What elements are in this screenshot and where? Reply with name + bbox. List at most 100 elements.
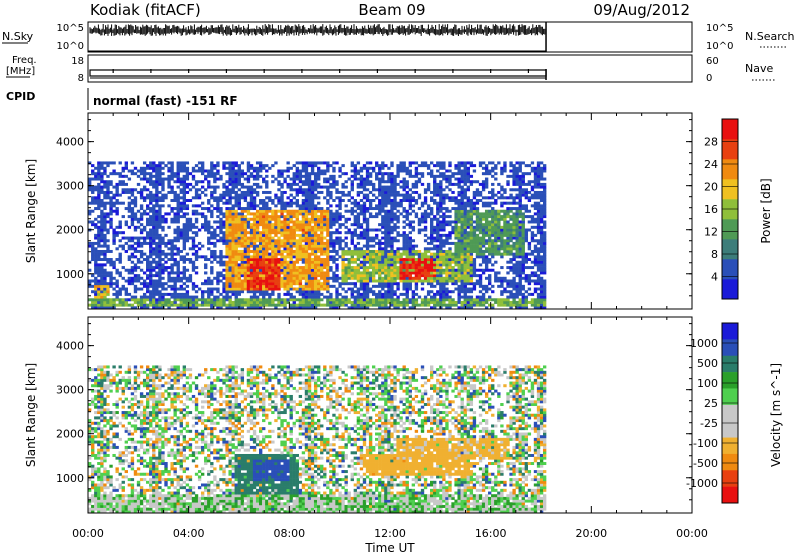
heatmap-cell — [183, 237, 186, 240]
heatmap-cell — [357, 293, 360, 296]
heatmap-cell — [235, 172, 238, 175]
heatmap-cell — [143, 212, 146, 215]
heatmap-cell — [424, 261, 427, 264]
heatmap-cell — [442, 298, 445, 301]
heatmap-cell — [320, 298, 323, 301]
heatmap-cell — [250, 258, 253, 261]
heatmap-cell — [207, 223, 210, 226]
heatmap-cell — [131, 296, 134, 299]
heatmap-cell — [219, 237, 222, 240]
heatmap-cell — [235, 239, 238, 242]
heatmap-cell — [293, 296, 296, 299]
heatmap-cell — [137, 239, 140, 242]
heatmap-cell — [225, 245, 228, 248]
heatmap-cell — [192, 245, 195, 248]
heatmap-cell — [311, 237, 314, 240]
heatmap-cell — [247, 279, 250, 282]
heatmap-cell — [454, 245, 457, 248]
heatmap-cell — [158, 178, 161, 181]
heatmap-cell — [442, 250, 445, 253]
heatmap-cell — [94, 301, 97, 304]
heatmap-cell — [189, 258, 192, 261]
heatmap-cell — [97, 178, 100, 181]
heatmap-cell — [152, 231, 155, 234]
heatmap-cell — [326, 298, 329, 301]
heatmap-cell — [265, 274, 268, 277]
heatmap-cell — [363, 234, 366, 237]
heatmap-cell — [216, 220, 219, 223]
heatmap-cell — [390, 288, 393, 291]
heatmap-cell — [155, 196, 158, 199]
heatmap-cell — [314, 231, 317, 234]
heatmap-cell — [332, 279, 335, 282]
heatmap-cell — [146, 263, 149, 266]
heatmap-cell — [228, 298, 231, 301]
heatmap-cell — [238, 263, 241, 266]
heatmap-cell — [122, 285, 125, 288]
heatmap-cell — [345, 172, 348, 175]
heatmap-cell — [222, 164, 225, 167]
heatmap-cell — [235, 180, 238, 183]
heatmap-cell — [155, 304, 158, 307]
heatmap-cell — [174, 180, 177, 183]
heatmap-cell — [387, 298, 390, 301]
heatmap-cell — [91, 172, 94, 175]
heatmap-cell — [183, 288, 186, 291]
heatmap-cell — [247, 202, 250, 205]
heatmap-cell — [403, 178, 406, 181]
heatmap-cell — [311, 196, 314, 199]
heatmap-cell — [302, 212, 305, 215]
heatmap-cell — [320, 234, 323, 237]
heatmap-cell — [122, 215, 125, 218]
heatmap-cell — [457, 220, 460, 223]
heatmap-cell — [268, 263, 271, 266]
heatmap-cell — [317, 279, 320, 282]
heatmap-cell — [314, 180, 317, 183]
heatmap-cell — [357, 296, 360, 299]
heatmap-cell — [241, 279, 244, 282]
heatmap-cell — [152, 220, 155, 223]
heatmap-cell — [241, 253, 244, 256]
heatmap-cell — [140, 196, 143, 199]
heatmap-cell — [451, 282, 454, 285]
heatmap-cell — [338, 245, 341, 248]
heatmap-cell — [335, 301, 338, 304]
heatmap-cell — [198, 298, 201, 301]
heatmap-cell — [225, 250, 228, 253]
heatmap-cell — [232, 293, 235, 296]
heatmap-cell — [100, 231, 103, 234]
heatmap-cell — [384, 223, 387, 226]
heatmap-cell — [119, 245, 122, 248]
heatmap-cell — [204, 170, 207, 173]
heatmap-cell — [403, 226, 406, 229]
heatmap-cell — [180, 188, 183, 191]
heatmap-cell — [265, 279, 268, 282]
heatmap-cell — [274, 258, 277, 261]
heatmap-cell — [305, 191, 308, 194]
heatmap-cell — [91, 199, 94, 202]
heatmap-cell — [418, 269, 421, 272]
heatmap-cell — [445, 258, 448, 261]
heatmap-cell — [149, 245, 152, 248]
heatmap-cell — [454, 263, 457, 266]
heatmap-cell — [451, 229, 454, 232]
heatmap-cell — [302, 170, 305, 173]
heatmap-cell — [170, 279, 173, 282]
heatmap-cell — [167, 253, 170, 256]
heatmap-cell — [235, 250, 238, 253]
heatmap-cell — [369, 258, 372, 261]
heatmap-cell — [409, 231, 412, 234]
heatmap-cell — [299, 188, 302, 191]
heatmap-cell — [290, 204, 293, 207]
heatmap-cell — [314, 226, 317, 229]
heatmap-cell — [192, 223, 195, 226]
heatmap-cell — [238, 194, 241, 197]
heatmap-cell — [180, 234, 183, 237]
heatmap-cell — [369, 229, 372, 232]
heatmap-cell — [225, 261, 228, 264]
heatmap-cell — [228, 229, 231, 232]
heatmap-cell — [427, 304, 430, 307]
heatmap-cell — [296, 274, 299, 277]
heatmap-cell — [415, 172, 418, 175]
heatmap-cell — [326, 226, 329, 229]
